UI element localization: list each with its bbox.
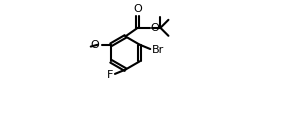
Text: O: O [133, 4, 142, 14]
Text: F: F [107, 70, 113, 79]
Text: Br: Br [152, 45, 164, 55]
Text: O: O [151, 23, 159, 33]
Text: O: O [91, 40, 99, 50]
